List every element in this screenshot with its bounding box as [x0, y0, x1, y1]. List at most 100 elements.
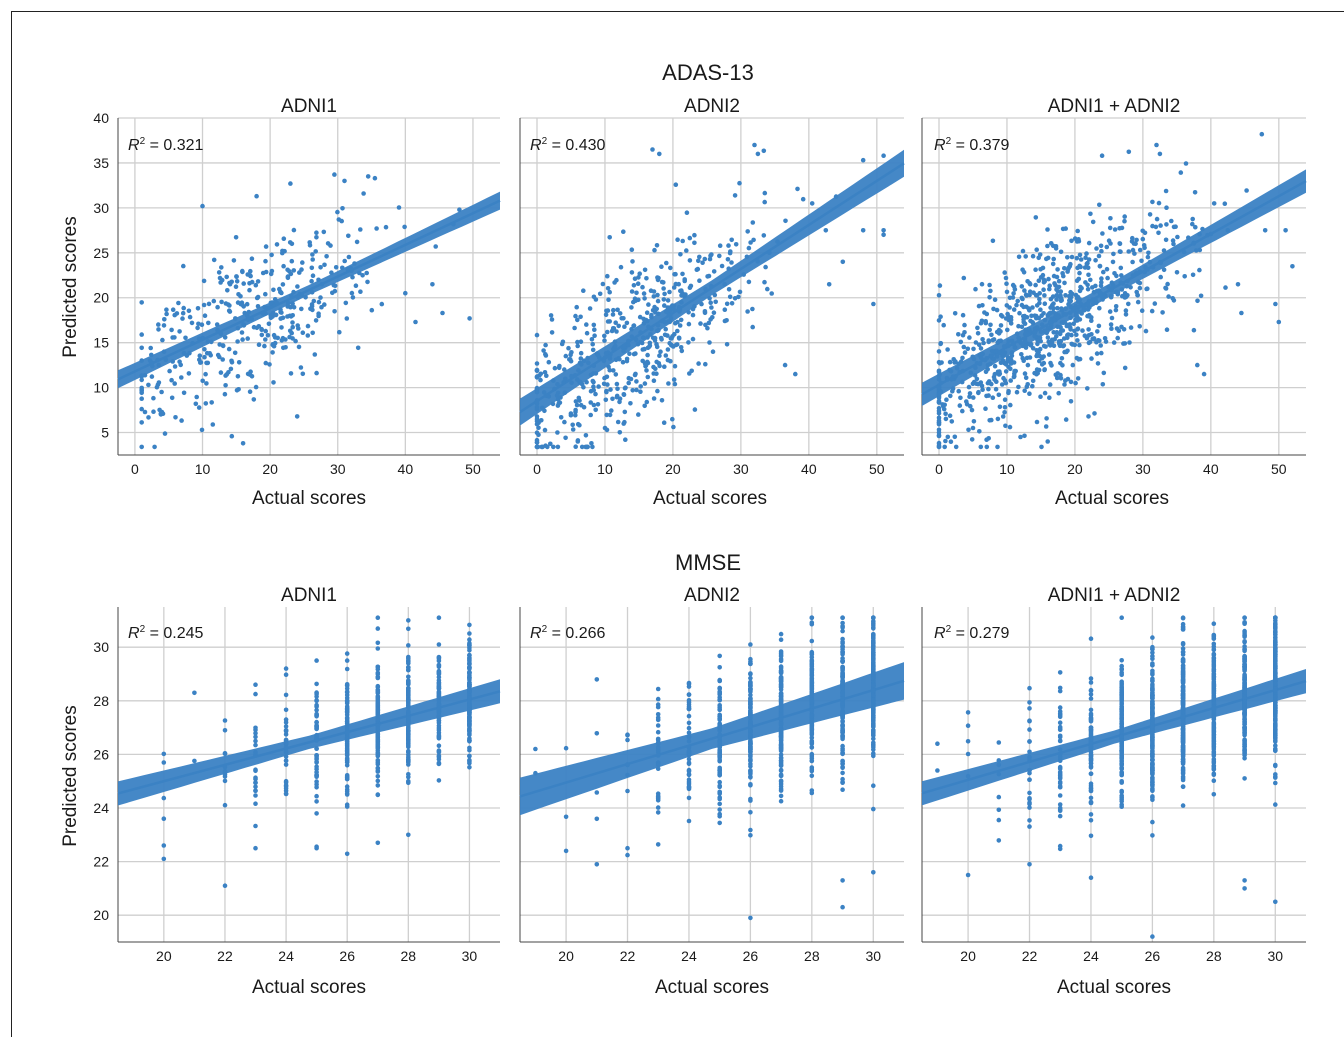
data-point: [1158, 223, 1163, 228]
data-point: [1140, 236, 1146, 242]
data-point: [1192, 190, 1198, 195]
data-point: [1235, 282, 1241, 287]
data-point: [1109, 315, 1115, 321]
data-point: [1016, 335, 1021, 341]
data-point: [1027, 727, 1032, 732]
data-point: [1073, 313, 1079, 318]
data-point: [291, 268, 297, 273]
data-point: [253, 742, 258, 748]
data-point: [642, 381, 648, 386]
data-point: [1057, 670, 1063, 675]
data-point: [219, 299, 224, 305]
data-point: [971, 419, 977, 424]
data-point: [1004, 281, 1009, 287]
data-point: [139, 300, 144, 305]
data-point: [970, 354, 975, 360]
data-point: [576, 368, 581, 373]
data-point: [761, 233, 767, 238]
data-point: [1054, 375, 1060, 381]
data-point: [1057, 714, 1063, 720]
data-point: [1126, 149, 1132, 155]
data-point: [1166, 294, 1171, 299]
data-point: [344, 752, 350, 758]
x-tick-label: 28: [804, 948, 820, 964]
data-point: [1042, 293, 1047, 298]
data-point: [267, 362, 272, 367]
data-point: [959, 379, 965, 385]
data-point: [783, 218, 788, 224]
data-point: [247, 389, 253, 395]
data-point: [172, 381, 177, 386]
data-point: [1119, 742, 1124, 748]
data-point: [196, 336, 202, 342]
data-point: [956, 332, 961, 337]
data-point: [996, 817, 1002, 823]
data-point: [406, 702, 411, 708]
x-tick-label: 0: [131, 461, 139, 477]
data-point: [436, 723, 442, 729]
data-point: [319, 281, 325, 287]
data-point: [555, 430, 560, 435]
data-point: [1057, 813, 1063, 819]
data-point: [575, 339, 580, 345]
data-point: [717, 740, 722, 745]
data-point: [860, 228, 866, 233]
data-point: [673, 182, 679, 187]
data-point: [203, 401, 209, 406]
data-point: [706, 320, 712, 326]
data-point: [645, 335, 650, 340]
data-point: [1000, 414, 1006, 419]
data-point: [235, 300, 241, 305]
data-point: [717, 765, 722, 771]
data-point: [1116, 328, 1122, 334]
data-point: [1273, 775, 1278, 780]
data-point: [1150, 715, 1155, 721]
data-point: [436, 662, 442, 668]
data-point: [1211, 667, 1217, 673]
data-point: [233, 284, 239, 290]
data-point: [617, 356, 622, 362]
data-point: [406, 618, 411, 623]
data-point: [1242, 689, 1247, 694]
data-point: [657, 363, 662, 369]
data-point: [703, 322, 708, 328]
data-point: [1135, 299, 1141, 305]
data-point: [1150, 646, 1155, 652]
data-point: [562, 419, 567, 425]
data-point: [1242, 621, 1247, 626]
data-point: [625, 788, 630, 794]
data-point: [253, 725, 258, 731]
data-point: [253, 282, 259, 288]
data-point: [285, 275, 291, 281]
data-point: [636, 412, 641, 417]
data-point: [222, 802, 228, 808]
data-point: [1068, 310, 1073, 316]
data-point: [651, 378, 657, 384]
data-point: [406, 731, 411, 736]
data-point: [285, 267, 290, 273]
data-point: [1075, 327, 1080, 332]
data-point: [686, 785, 692, 790]
data-point: [253, 793, 258, 798]
data-point: [610, 326, 616, 331]
data-point: [344, 651, 350, 656]
data-point: [1001, 344, 1007, 349]
data-point: [291, 305, 297, 310]
data-point: [1027, 718, 1032, 723]
data-point: [375, 766, 381, 771]
data-point: [568, 358, 574, 364]
x-tick-label: 40: [398, 461, 414, 477]
data-point: [703, 361, 708, 367]
data-point: [986, 339, 991, 345]
data-point: [169, 327, 174, 333]
data-point: [159, 389, 164, 395]
data-point: [1164, 222, 1169, 227]
data-point: [1058, 293, 1063, 298]
x-tick-label: 50: [1271, 461, 1287, 477]
data-point: [1044, 416, 1049, 421]
data-point: [1273, 802, 1278, 807]
data-point: [607, 235, 612, 240]
data-point: [1033, 282, 1038, 288]
data-point: [960, 408, 965, 414]
data-point: [767, 250, 772, 255]
